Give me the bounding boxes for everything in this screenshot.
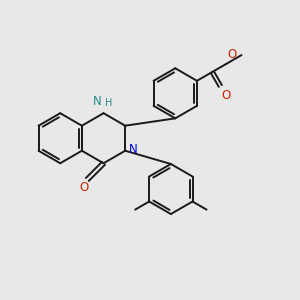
- Text: O: O: [228, 48, 237, 61]
- Text: O: O: [222, 89, 231, 102]
- Text: N: N: [129, 143, 137, 156]
- Text: H: H: [105, 98, 112, 108]
- Text: N: N: [93, 95, 102, 109]
- Text: O: O: [79, 181, 88, 194]
